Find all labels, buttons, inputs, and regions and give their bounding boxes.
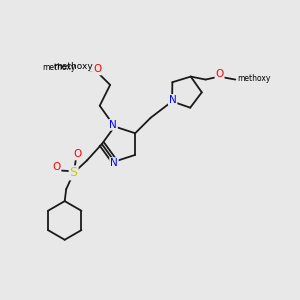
- Text: S: S: [70, 167, 78, 179]
- Text: O: O: [93, 64, 101, 74]
- Text: methoxy: methoxy: [53, 62, 93, 71]
- Text: methoxy: methoxy: [238, 74, 271, 83]
- Text: O: O: [74, 149, 82, 160]
- Text: O: O: [52, 162, 61, 172]
- Text: N: N: [109, 120, 117, 130]
- Text: N: N: [110, 158, 118, 168]
- Text: methoxy: methoxy: [43, 63, 76, 72]
- Text: N: N: [169, 95, 176, 105]
- Text: O: O: [215, 69, 224, 79]
